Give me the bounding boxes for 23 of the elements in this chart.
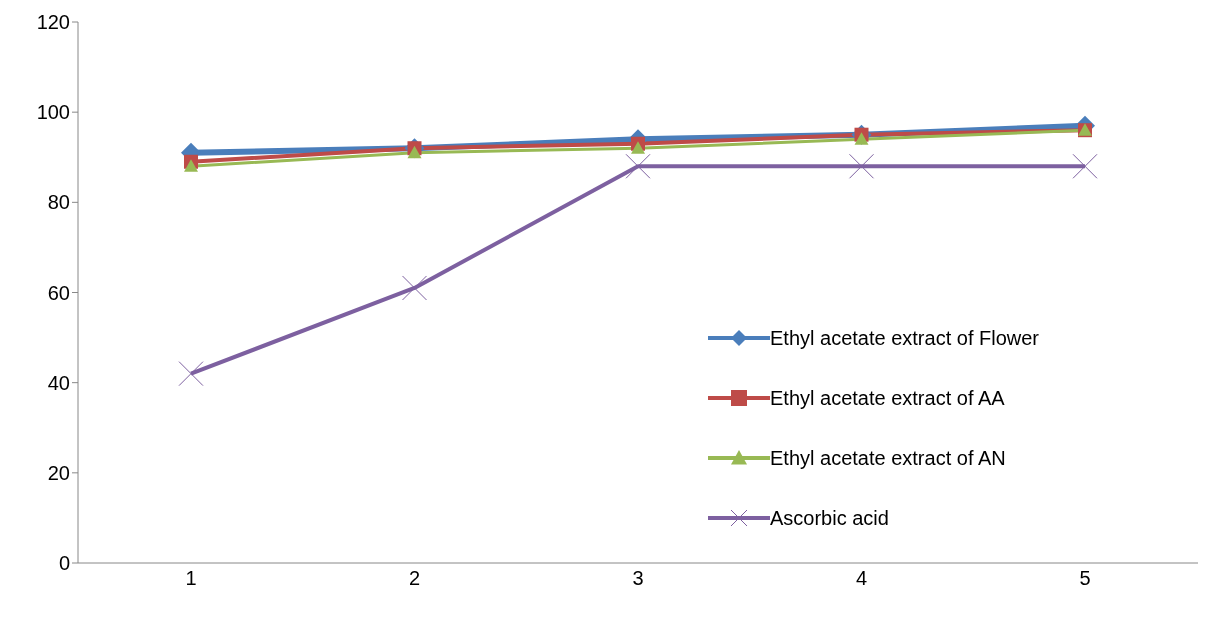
point: [402, 275, 427, 301]
point: [178, 361, 204, 387]
legend-label: Ascorbic acid: [770, 506, 889, 530]
legend-label: Ethyl acetate extract of AA: [770, 386, 1005, 410]
y-tick-label: 0: [58, 552, 70, 575]
y-tick-label: 20: [47, 461, 70, 484]
point: [1072, 153, 1098, 179]
legend-label: Ethyl acetate extract of Flower: [770, 326, 1040, 350]
point: [849, 153, 874, 179]
point: [631, 141, 645, 154]
x-tick-label: 1: [185, 567, 197, 590]
x-tick-label: 4: [855, 567, 868, 590]
legend-label: Ethyl acetate extract of AN: [770, 446, 1006, 470]
point: [184, 159, 198, 172]
y-tick-label: 60: [47, 281, 70, 304]
x-tick-label: 2: [408, 567, 421, 590]
y-tick-label: 100: [36, 101, 70, 124]
y-tick-label: 80: [47, 191, 70, 214]
x-tick-label: 3: [632, 567, 644, 590]
y-tick-label: 40: [47, 371, 70, 394]
point: [625, 153, 651, 179]
y-tick-label: 120: [36, 11, 70, 34]
x-tick-label: 5: [1079, 567, 1091, 590]
